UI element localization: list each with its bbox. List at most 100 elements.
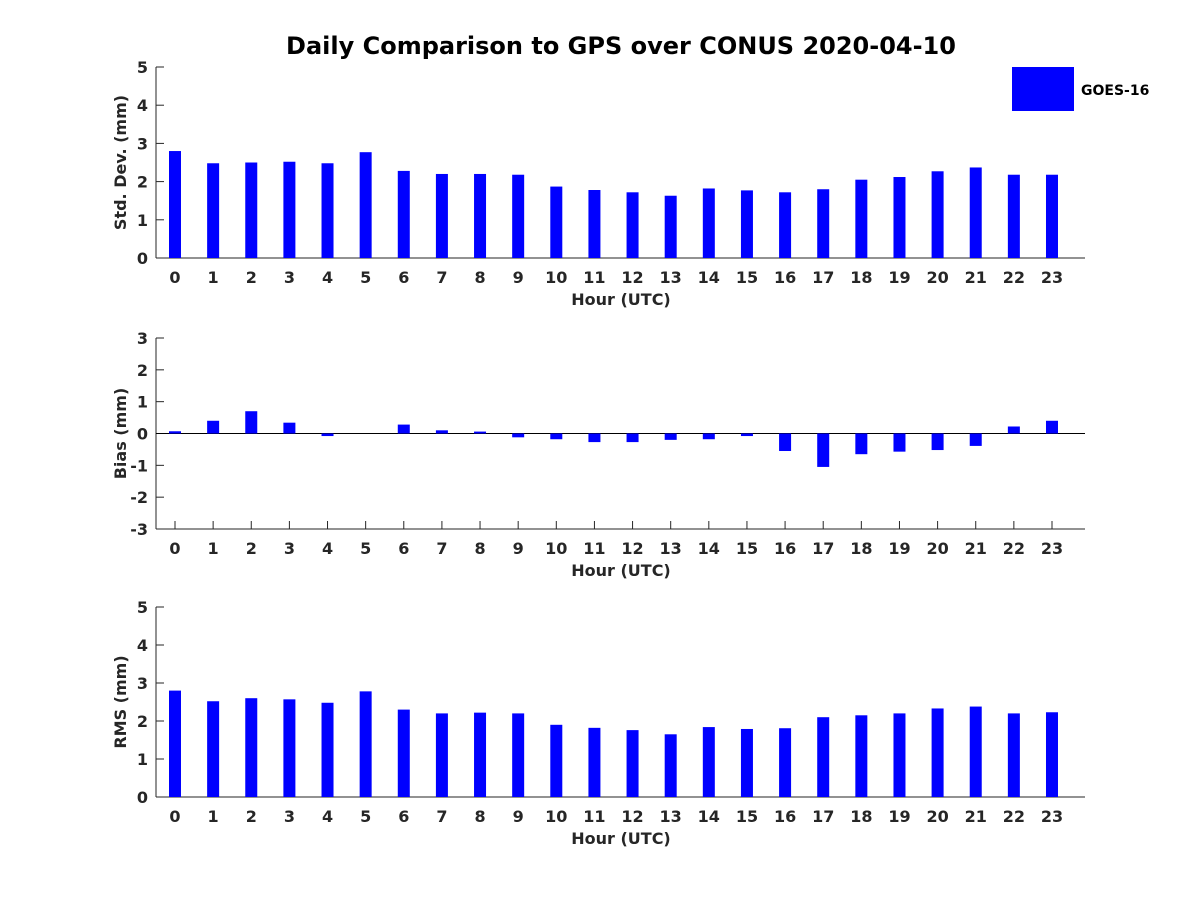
x-tick-label: 1 [208, 539, 219, 558]
x-tick-label: 3 [284, 539, 295, 558]
bar-hour-23 [1045, 712, 1058, 797]
y-tick-label: 0 [137, 249, 148, 268]
y-tick-label: 3 [137, 674, 148, 693]
x-axis-label: Hour (UTC) [571, 290, 671, 309]
x-tick-label: 12 [621, 268, 643, 287]
bar-hour-4 [321, 433, 334, 437]
x-tick-label: 7 [436, 268, 447, 287]
bar-hour-9 [512, 713, 525, 797]
bar-hour-3 [283, 161, 296, 258]
bar-hour-3 [283, 422, 296, 434]
y-tick-label: 3 [137, 134, 148, 153]
bar-hour-17 [817, 717, 830, 797]
x-tick-label: 12 [621, 807, 643, 826]
bar-hour-3 [283, 699, 296, 797]
legend: GOES-16 [1012, 67, 1149, 111]
bar-hour-14 [702, 727, 715, 797]
x-tick-label: 0 [169, 807, 180, 826]
bar-hour-18 [855, 715, 868, 797]
x-tick-label: 7 [436, 539, 447, 558]
y-axis-label: Std. Dev. (mm) [111, 95, 130, 230]
bar-hour-11 [588, 190, 601, 258]
bar-hour-22 [1007, 174, 1020, 258]
bar-hour-8 [474, 173, 487, 258]
x-tick-label: 17 [812, 539, 834, 558]
x-tick-label: 9 [513, 539, 524, 558]
bar-hour-16 [779, 433, 792, 452]
bar-hour-0 [169, 431, 181, 434]
bar-hour-21 [969, 167, 982, 258]
bar-hour-15 [740, 190, 753, 258]
y-tick-label: 4 [137, 636, 148, 655]
bar-hour-6 [397, 709, 410, 797]
x-tick-label: 18 [850, 268, 872, 287]
bar-hour-0 [169, 151, 181, 258]
x-tick-label: 11 [583, 807, 605, 826]
legend-label-goes-16: GOES-16 [1081, 83, 1149, 99]
y-tick-label: 0 [137, 788, 148, 807]
y-tick-label: 1 [137, 211, 148, 230]
x-axis-label: Hour (UTC) [571, 829, 671, 848]
x-axis-label: Hour (UTC) [571, 561, 671, 580]
x-tick-label: 0 [169, 539, 180, 558]
bar-hour-12 [626, 433, 639, 443]
x-tick-label: 8 [474, 539, 485, 558]
bar-hour-7 [435, 430, 448, 434]
bar-hour-6 [397, 170, 410, 258]
x-tick-label: 5 [360, 539, 371, 558]
bar-hour-4 [321, 702, 334, 797]
bar-hour-13 [664, 433, 677, 440]
bar-hour-2 [245, 411, 258, 434]
x-tick-label: 21 [965, 268, 987, 287]
x-tick-label: 1 [208, 268, 219, 287]
x-tick-label: 21 [965, 539, 987, 558]
x-tick-label: 19 [888, 807, 910, 826]
x-tick-label: 21 [965, 807, 987, 826]
x-tick-label: 19 [888, 539, 910, 558]
y-tick-label: 2 [137, 361, 148, 380]
x-tick-label: 17 [812, 807, 834, 826]
x-tick-label: 14 [698, 268, 720, 287]
bar-hour-2 [245, 698, 258, 797]
x-tick-label: 14 [698, 807, 720, 826]
x-tick-label: 2 [246, 807, 257, 826]
x-tick-label: 13 [660, 268, 682, 287]
bar-hour-16 [779, 192, 792, 258]
x-tick-label: 10 [545, 807, 567, 826]
y-tick-label: 3 [137, 329, 148, 348]
bar-hour-10 [550, 433, 563, 440]
bar-hour-10 [550, 724, 563, 797]
bar-hour-5 [359, 691, 372, 797]
y-tick-label: 2 [137, 712, 148, 731]
x-tick-label: 6 [398, 807, 409, 826]
bar-hour-22 [1007, 426, 1020, 434]
bar-hour-21 [969, 706, 982, 797]
x-tick-label: 4 [322, 539, 333, 558]
bar-hour-17 [817, 433, 830, 467]
bar-hour-9 [512, 433, 525, 438]
y-tick-label: 5 [137, 58, 148, 77]
x-tick-label: 7 [436, 807, 447, 826]
x-tick-label: 9 [513, 268, 524, 287]
x-tick-label: 10 [545, 268, 567, 287]
x-tick-label: 22 [1003, 807, 1025, 826]
x-tick-label: 8 [474, 268, 485, 287]
x-tick-label: 13 [660, 539, 682, 558]
bar-hour-8 [474, 712, 487, 797]
x-tick-label: 18 [850, 539, 872, 558]
bar-hour-15 [740, 728, 753, 797]
x-tick-label: 16 [774, 807, 796, 826]
x-tick-label: 1 [208, 807, 219, 826]
legend-swatch-goes-16 [1012, 67, 1074, 111]
bar-hour-11 [588, 727, 601, 797]
bar-hour-16 [779, 728, 792, 797]
x-tick-label: 3 [284, 268, 295, 287]
x-tick-label: 14 [698, 539, 720, 558]
bar-hour-23 [1045, 174, 1058, 258]
bar-hour-18 [855, 433, 868, 455]
bar-hour-0 [169, 690, 181, 797]
bar-hour-14 [702, 433, 715, 440]
x-tick-label: 5 [360, 268, 371, 287]
